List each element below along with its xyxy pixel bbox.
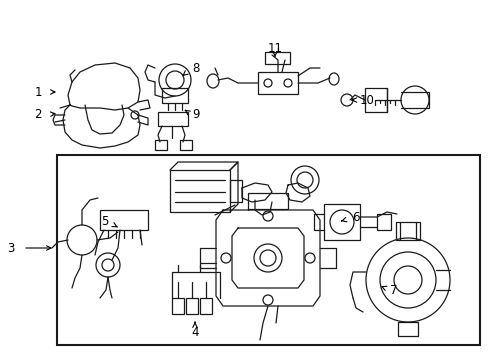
Bar [170,170,229,212]
Text: 8: 8 [192,62,199,75]
Bar [376,214,390,230]
Text: 3: 3 [8,242,15,255]
Bar [258,72,297,94]
Bar [364,88,386,112]
Text: 2: 2 [35,108,42,121]
Bar [162,88,187,103]
Bar [100,210,148,230]
Text: 5: 5 [101,216,108,229]
Text: 11: 11 [267,41,282,54]
Text: 9: 9 [192,108,199,121]
Text: 10: 10 [359,94,374,107]
Bar [324,204,359,240]
Bar [397,322,417,336]
Bar [180,140,192,150]
Text: 4: 4 [191,327,198,339]
Bar [264,52,289,64]
Bar [158,112,187,126]
Bar [172,298,183,314]
Bar [155,140,167,150]
Bar [395,222,419,240]
Bar [57,155,479,345]
Bar [185,298,198,314]
Text: 6: 6 [351,211,359,225]
Text: 1: 1 [35,85,42,99]
Bar [247,193,287,209]
Bar [200,298,212,314]
Text: 7: 7 [389,284,397,297]
Bar [229,180,242,202]
